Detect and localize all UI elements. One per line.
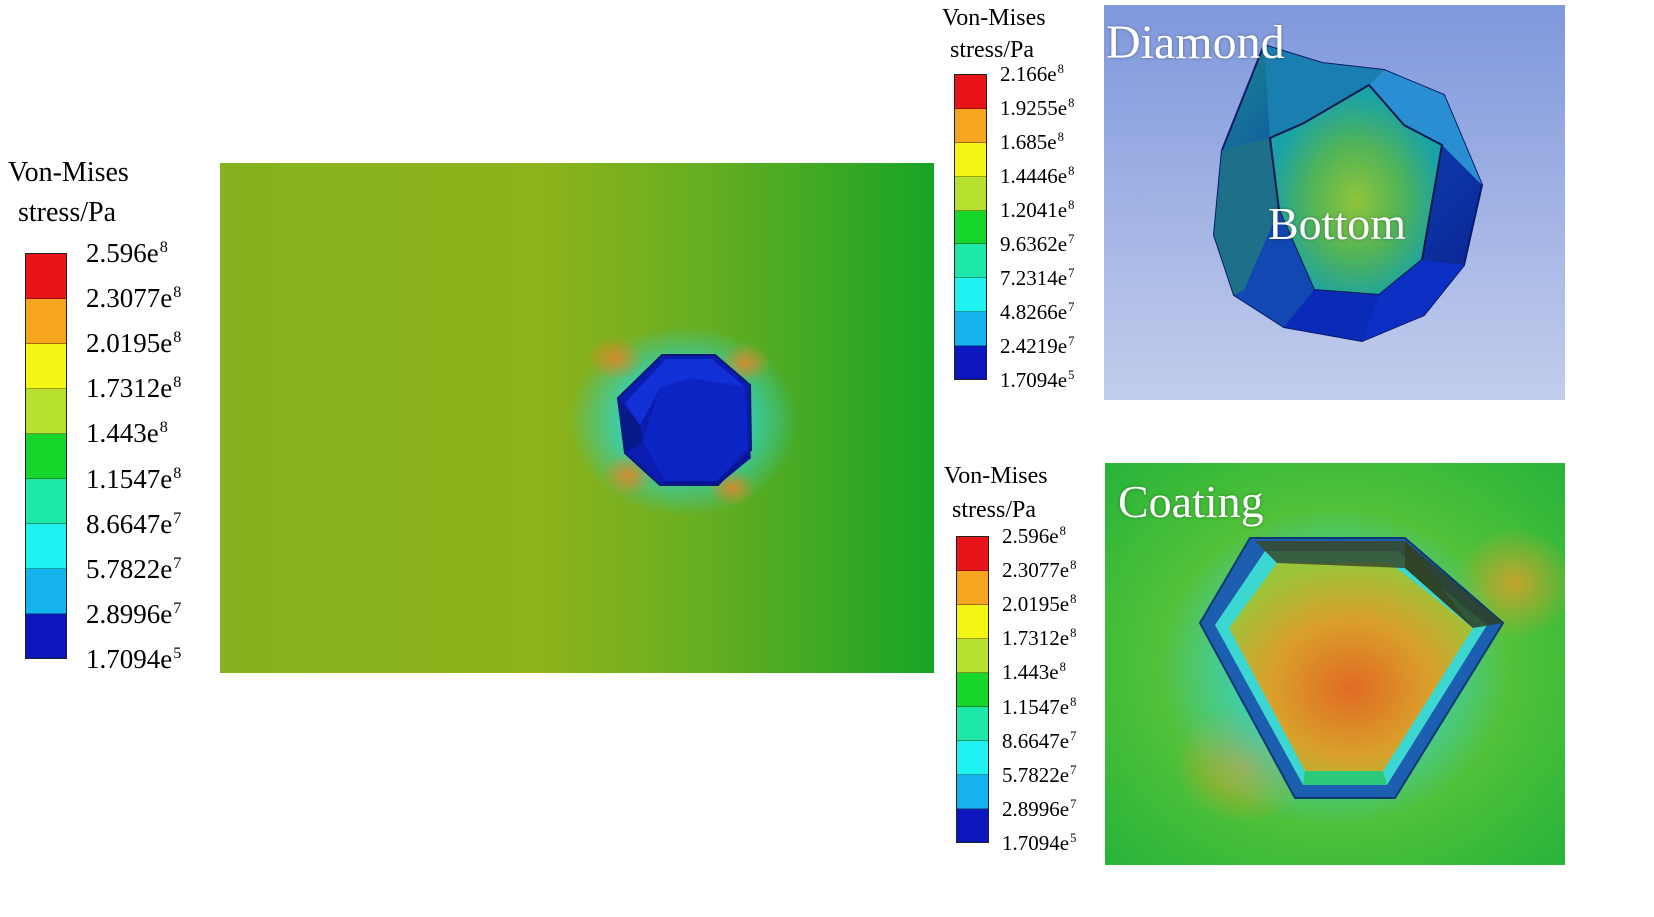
- legend-left-tick-label: 1.7094e5: [86, 643, 182, 674]
- legend-top-right-swatch: [955, 176, 986, 211]
- legend-bottom-right-swatch: [957, 775, 988, 809]
- legend-left-tick-label: 1.443e8: [86, 418, 168, 449]
- coating-graphic: [1105, 463, 1565, 865]
- legend-left-swatch: [26, 344, 66, 389]
- legend-left-swatch: [26, 479, 66, 524]
- coating-panel: Coating: [1105, 463, 1565, 865]
- legend-left-swatch: [26, 254, 66, 299]
- legend-top-right-swatch: [955, 142, 986, 177]
- legend-top-right-swatch: [955, 75, 986, 109]
- legend-left-tick-label: 1.7312e8: [86, 373, 182, 404]
- legend-left-swatch: [26, 614, 66, 658]
- legend-bottom-right-tick-label: 2.3077e8: [1002, 557, 1077, 582]
- legend-bottom-right-swatch: [957, 605, 988, 639]
- main-stress-contour: [220, 163, 934, 673]
- bottom-label: Bottom: [1268, 198, 1407, 249]
- legend-bottom-right-tick-label: 2.0195e8: [1002, 591, 1077, 616]
- legend-bottom-right-swatch: [957, 537, 988, 571]
- main-contour-graphic: [220, 163, 934, 673]
- legend-bottom-right-swatch: [957, 571, 988, 605]
- legend-left-tick-label: 5.7822e7: [86, 553, 182, 584]
- legend-bottom-right-swatch: [957, 707, 988, 741]
- legend-left-swatch: [26, 389, 66, 434]
- legend-bottom-right-tick-label: 5.7822e7: [1002, 762, 1077, 787]
- legend-left-swatch: [26, 299, 66, 344]
- legend-top-right-tick-label: 1.4446e8: [1000, 163, 1075, 188]
- legend-top-right-title-line1: Von-Mises: [942, 5, 1046, 31]
- legend-top-right-tick-label: 1.7094e5: [1000, 367, 1075, 392]
- legend-top-right-tick-label: 1.2041e8: [1000, 197, 1075, 222]
- legend-bottom-right-colorbar: [956, 536, 989, 843]
- legend-left-swatch: [26, 524, 66, 569]
- legend-bottom-right-title-line1: Von-Mises: [944, 463, 1048, 489]
- legend-bottom-right-swatch: [957, 809, 988, 842]
- legend-bottom-right-tick-label: 1.7094e5: [1002, 830, 1077, 855]
- coating-label: Coating: [1118, 476, 1264, 527]
- legend-left-tick-label: 2.8996e7: [86, 598, 182, 629]
- legend-bottom-right-title-line2: stress/Pa: [952, 497, 1036, 523]
- legend-left-tick-label: 2.3077e8: [86, 282, 182, 313]
- legend-top-right-title-line2: stress/Pa: [950, 37, 1034, 63]
- legend-top-right-tick-label: 2.166e8: [1000, 61, 1064, 86]
- legend-top-right-swatch: [955, 210, 986, 245]
- legend-bottom-right-swatch: [957, 673, 988, 707]
- legend-top-right-swatch: [955, 108, 986, 143]
- legend-bottom-right-tick-label: 8.6647e7: [1002, 728, 1077, 753]
- legend-bottom-right-tick-label: 2.8996e7: [1002, 796, 1077, 821]
- legend-left-tick-label: 8.6647e7: [86, 508, 182, 539]
- diamond-bottom-panel: Diamond Bottom: [1104, 5, 1565, 400]
- legend-bottom-right-tick-label: 1.1547e8: [1002, 694, 1077, 719]
- diamond-graphic: [1104, 5, 1565, 400]
- legend-top-right-swatch: [955, 244, 986, 279]
- legend-top-right-tick-label: 2.4219e7: [1000, 333, 1075, 358]
- legend-bottom-right-tick-label: 2.596e8: [1002, 523, 1066, 548]
- legend-left-title-line1: Von-Mises: [8, 157, 129, 188]
- legend-top-right-swatch: [955, 278, 986, 313]
- legend-bottom-right-tick-label: 1.443e8: [1002, 660, 1066, 685]
- legend-left-colorbar: [25, 253, 67, 659]
- legend-top-right-tick-label: 9.6362e7: [1000, 231, 1075, 256]
- legend-left-swatch: [26, 569, 66, 614]
- legend-top-right-swatch: [955, 346, 986, 380]
- legend-left-title-line2: stress/Pa: [18, 197, 116, 228]
- legend-bottom-right-swatch: [957, 741, 988, 775]
- legend-left-tick-label: 2.0195e8: [86, 328, 182, 359]
- legend-top-right-tick-label: 4.8266e7: [1000, 299, 1075, 324]
- legend-top-right-tick-label: 1.685e8: [1000, 129, 1064, 154]
- legend-top-right-tick-label: 1.9255e8: [1000, 95, 1075, 120]
- legend-left-swatch: [26, 434, 66, 479]
- legend-left-tick-label: 2.596e8: [86, 237, 168, 268]
- legend-left-tick-label: 1.1547e8: [86, 463, 182, 494]
- legend-top-right-colorbar: [954, 74, 987, 380]
- legend-top-right-tick-label: 7.2314e7: [1000, 265, 1075, 290]
- legend-top-right-swatch: [955, 312, 986, 347]
- diamond-label: Diamond: [1106, 16, 1285, 69]
- legend-bottom-right-tick-label: 1.7312e8: [1002, 626, 1077, 651]
- legend-bottom-right-swatch: [957, 639, 988, 673]
